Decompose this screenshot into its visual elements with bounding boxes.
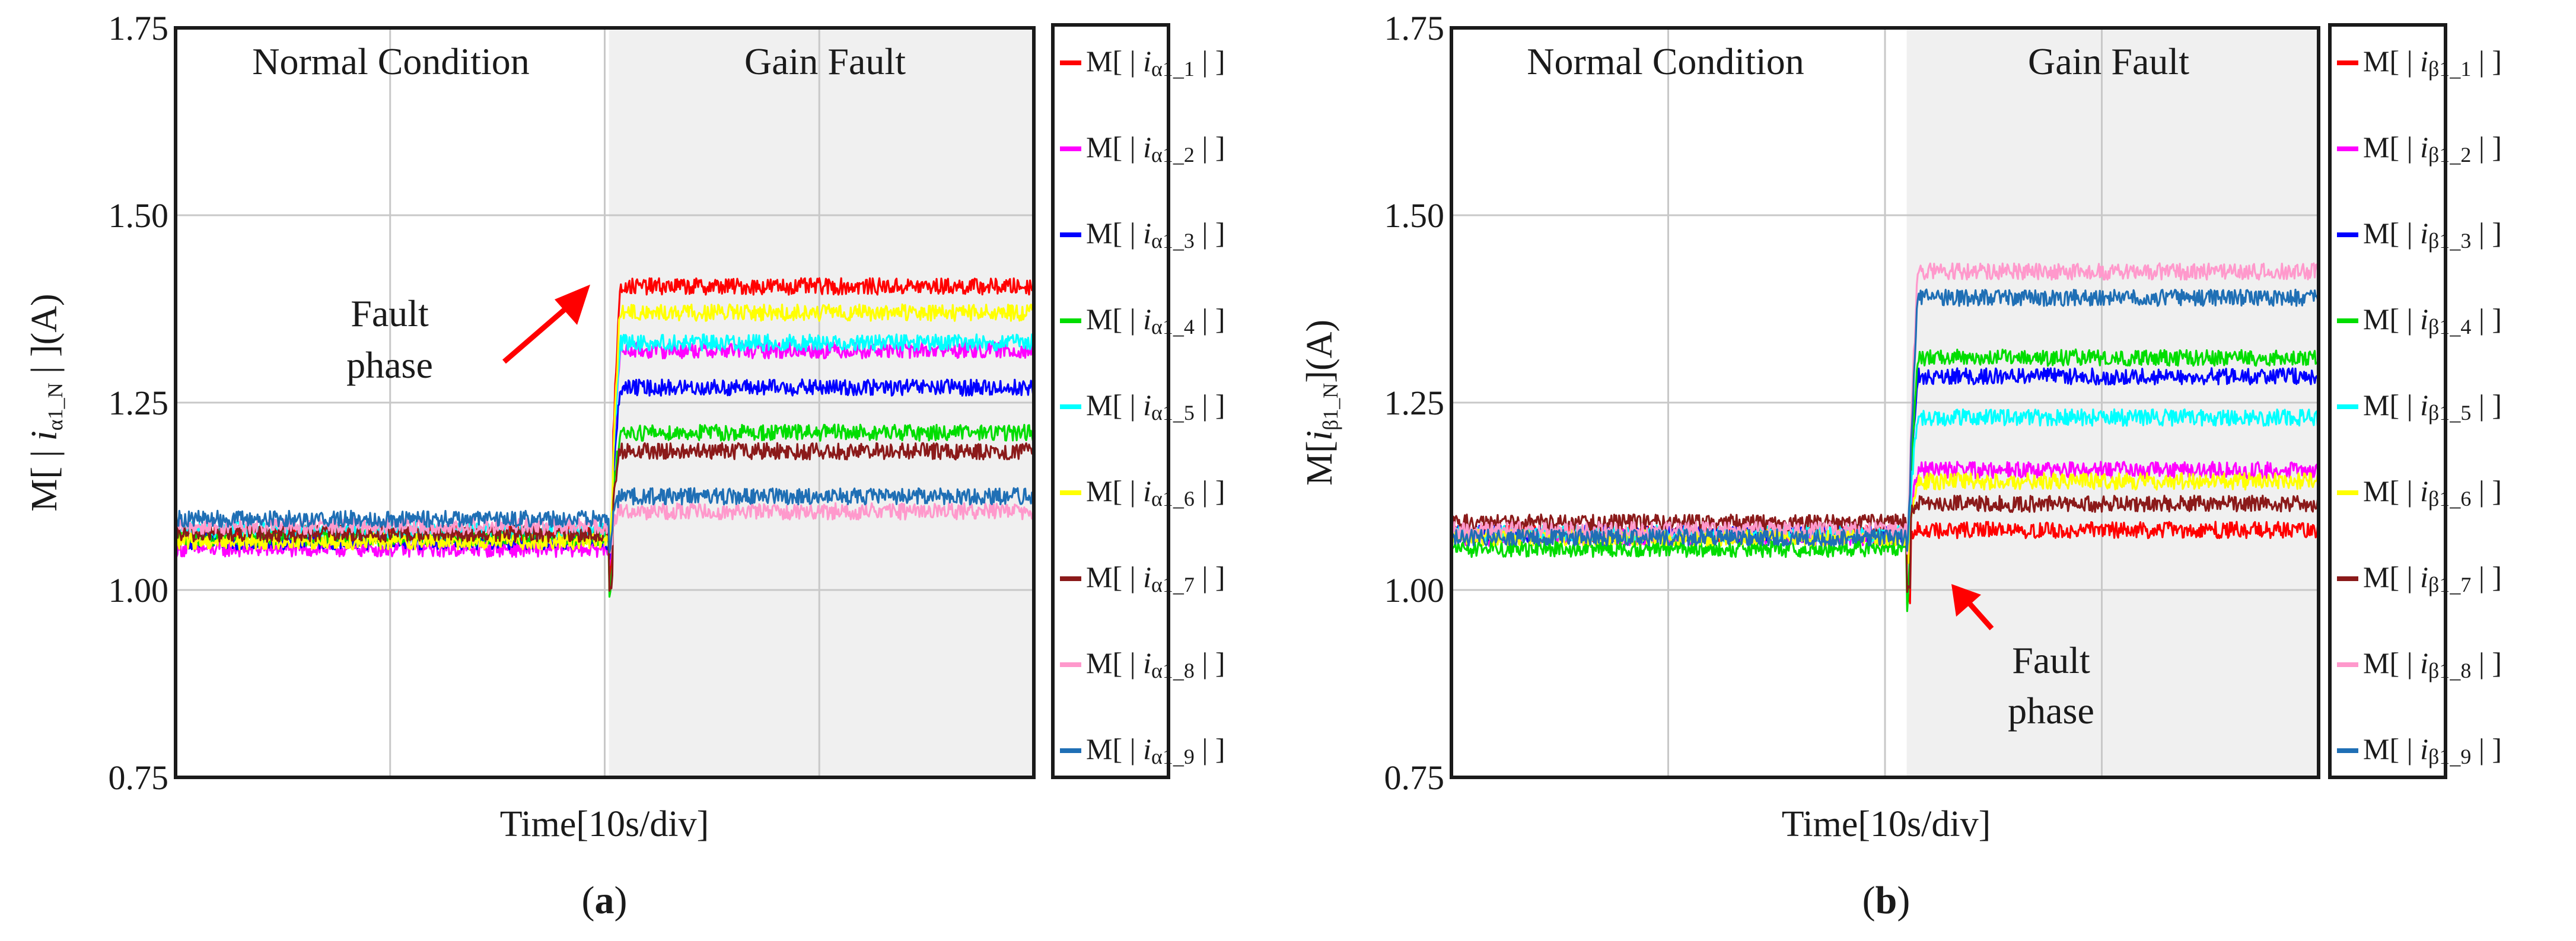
legend-label: M[ | iα1_4 | ] xyxy=(1086,302,1225,339)
legend-label: M[ | iβ1_5 | ] xyxy=(2363,388,2502,425)
legend-label: M[ | iβ1_7 | ] xyxy=(2363,560,2502,597)
legend-label: M[ | iα1_2 | ] xyxy=(1086,130,1225,167)
legend-label: M[ | iβ1_1 | ] xyxy=(2363,44,2502,81)
legend-label: M[ | iα1_1 | ] xyxy=(1086,44,1225,81)
panel-b: 0.75 1.00 1.25 1.50 1.75 M[iβ1_N](A) Tim… xyxy=(1300,9,2502,922)
traces-a xyxy=(174,277,1035,598)
legend-label: M[ | iβ1_8 | ] xyxy=(2363,646,2502,682)
caption-b: (b) xyxy=(1862,879,1910,922)
series-line-β1_4 xyxy=(1450,348,2320,613)
caption-a: (a) xyxy=(582,879,628,922)
legend-label: M[ | iβ1_9 | ] xyxy=(2363,732,2502,768)
legend-label: M[ | iα1_9 | ] xyxy=(1086,732,1225,768)
panel-a: 0.75 1.00 1.25 1.50 1.75 M[ | iα1_N | ](… xyxy=(24,9,1225,922)
grid-b xyxy=(1451,28,2319,777)
plot-frame-b xyxy=(1450,26,2320,779)
traces-b xyxy=(1450,262,2320,613)
y-axis-label-b: M[iβ1_N](A) xyxy=(1300,320,1342,486)
y-tick-label: 1.50 xyxy=(1384,196,1445,235)
legend-label: M[ | iα1_7 | ] xyxy=(1086,560,1225,597)
fault-arrow-a xyxy=(502,303,571,364)
legend-label: M[ | iα1_6 | ] xyxy=(1086,474,1225,511)
fault-arrowhead-a xyxy=(555,285,590,325)
y-tick-label: 1.00 xyxy=(109,571,169,610)
gain-fault-label-b: Gain Fault xyxy=(2028,40,2189,82)
legend-label: M[ | iβ1_2 | ] xyxy=(2363,130,2502,167)
series-line-β1_7 xyxy=(1450,495,2320,593)
gain-fault-label-a: Gain Fault xyxy=(744,40,906,82)
fault-phase-label-b: Fault phase xyxy=(2008,639,2094,732)
series-line-α1_6 xyxy=(174,303,1034,554)
y-tick-label: 1.75 xyxy=(109,9,169,47)
y-tick-label: 0.75 xyxy=(109,758,169,797)
y-tick-label: 1.00 xyxy=(1384,571,1445,610)
legend-items-b: M[ | iβ1_1 | ] M[ | iβ1_2 | ] M[ | iβ1_3 |… xyxy=(2337,44,2502,768)
series-line-α1_8 xyxy=(174,502,1035,554)
fault-arrow-b xyxy=(1966,600,1994,630)
x-axis-label-a: Time[10s/div] xyxy=(500,804,709,844)
y-tick-label: 1.25 xyxy=(1384,384,1445,422)
legend-label: M[ | iβ1_4 | ] xyxy=(2363,302,2502,339)
plot-frame-a xyxy=(174,26,1036,779)
series-line-α1_9 xyxy=(174,487,1035,553)
legend-label: M[ | iα1_5 | ] xyxy=(1086,388,1225,425)
legend-label: M[ | iα1_3 | ] xyxy=(1086,216,1225,253)
series-line-β1_9 xyxy=(1450,288,2320,552)
y-tick-label: 1.75 xyxy=(1384,9,1445,47)
grid-a xyxy=(176,28,1034,777)
series-line-α1_7 xyxy=(174,442,1035,592)
fault-phase-label-a: Fault phase xyxy=(346,292,433,386)
legend-label: M[ | iα1_8 | ] xyxy=(1086,646,1225,682)
y-tick-label: 1.25 xyxy=(109,384,169,422)
legend-label: M[ | iβ1_3 | ] xyxy=(2363,216,2502,253)
normal-condition-label-a: Normal Condition xyxy=(252,40,530,82)
legend-items-a: M[ | iα1_1 | ] M[ | iα1_2 | ] M[ | iα1_3 |… xyxy=(1060,44,1225,768)
fault-arrowhead-b xyxy=(1951,584,1981,617)
y-tick-label: 1.50 xyxy=(109,196,169,235)
legend-label: M[ | iβ1_6 | ] xyxy=(2363,474,2502,511)
y-axis-label-a: M[ | iα1_N | ](A) xyxy=(24,294,67,511)
normal-condition-label-b: Normal Condition xyxy=(1527,40,1804,82)
x-axis-label-b: Time[10s/div] xyxy=(1782,804,1991,844)
y-tick-label: 0.75 xyxy=(1384,758,1445,797)
